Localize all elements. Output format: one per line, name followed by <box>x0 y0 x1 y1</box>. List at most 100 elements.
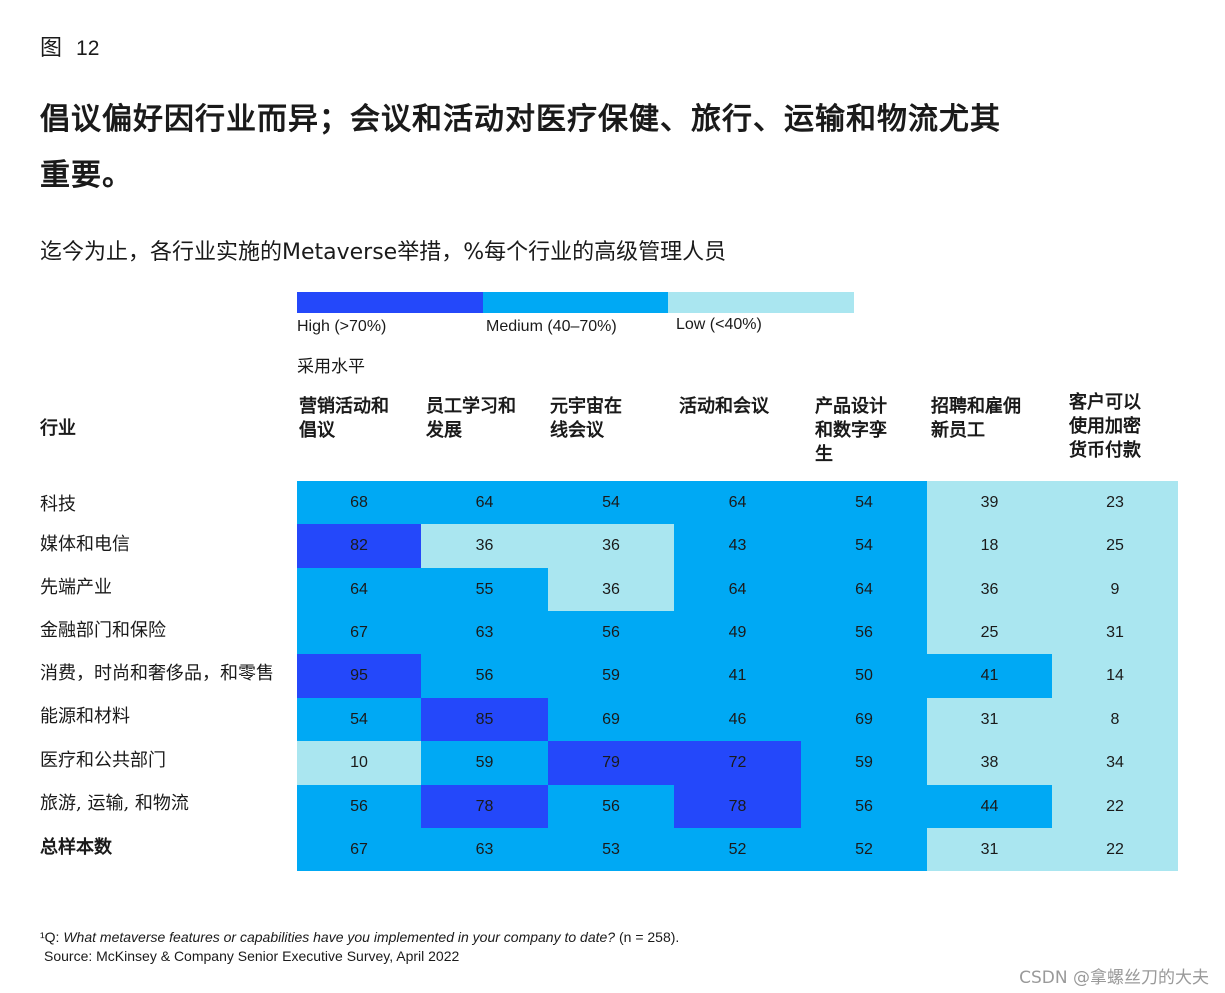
column-header-line: 货币付款 <box>1069 440 1141 461</box>
heatmap-cell: 36 <box>548 568 674 611</box>
heatmap-cell: 10 <box>297 741 421 785</box>
heatmap-cell: 56 <box>297 785 421 828</box>
heatmap-cell: 34 <box>1052 741 1178 785</box>
heatmap-cell: 22 <box>1052 785 1178 828</box>
heatmap-cell: 63 <box>421 611 548 654</box>
heatmap-cell: 38 <box>927 741 1052 785</box>
column-header-line: 客户可以 <box>1069 392 1141 413</box>
figure-number: 12 <box>76 37 100 60</box>
heatmap-cell: 69 <box>801 698 927 741</box>
column-header-line: 线会议 <box>550 420 604 441</box>
heatmap-cell: 72 <box>674 741 801 785</box>
heatmap-cell: 59 <box>548 654 674 698</box>
heatmap-cell: 78 <box>421 785 548 828</box>
column-header-1: 员工学习和 发展 <box>426 395 550 443</box>
heatmap-cell: 49 <box>674 611 801 654</box>
column-header-line: 新员工 <box>931 420 985 441</box>
footnote-question: What metaverse features or capabilities … <box>63 929 616 945</box>
heatmap-cell: 9 <box>1052 568 1178 611</box>
legend-label-high: High (>70%) <box>297 318 387 335</box>
heatmap-cell: 67 <box>297 828 421 871</box>
column-header-line: 产品设计 <box>815 396 887 417</box>
chart-title-line-2: 重要。 <box>40 158 133 193</box>
chart-title-line-1: 倡议偏好因行业而异；会议和活动对医疗保健、旅行、运输和物流尤其 <box>40 102 1001 137</box>
legend-label-low: Low (<40%) <box>676 316 762 333</box>
heatmap-cell: 39 <box>927 481 1052 524</box>
legend-swatch-low <box>668 292 854 313</box>
heatmap-cell: 64 <box>674 568 801 611</box>
legend-label-medium: Medium (40–70%) <box>486 318 617 335</box>
column-header-4: 产品设计 和数字孪生 <box>815 395 939 467</box>
footnote-n: (n = 258). <box>615 929 680 945</box>
heatmap-cell: 68 <box>297 481 421 524</box>
heatmap-cell: 50 <box>801 654 927 698</box>
row-label: 总样本数 <box>40 837 112 858</box>
heatmap-cell: 36 <box>421 524 548 568</box>
chart-subtitle: 迄今为止，各行业实施的Metaverse举措，%每个行业的高级管理人员 <box>40 240 727 265</box>
heatmap-cell: 23 <box>1052 481 1178 524</box>
heatmap-cell: 56 <box>548 611 674 654</box>
heatmap-cell: 55 <box>421 568 548 611</box>
row-label: 医疗和公共部门 <box>40 750 166 771</box>
heatmap-cell: 63 <box>421 828 548 871</box>
heatmap-cell: 18 <box>927 524 1052 568</box>
heatmap-cell: 25 <box>1052 524 1178 568</box>
row-label: 媒体和电信 <box>40 534 130 555</box>
heatmap-cell: 56 <box>421 654 548 698</box>
watermark: CSDN @拿螺丝刀的大夫 <box>1019 968 1209 988</box>
heatmap-cell: 52 <box>674 828 801 871</box>
heatmap-cell: 31 <box>1052 611 1178 654</box>
column-header-line: 活动和会议 <box>679 396 769 417</box>
heatmap-cell: 85 <box>421 698 548 741</box>
column-header-line: 营销活动和 <box>299 396 389 417</box>
heatmap-cell: 82 <box>297 524 421 568</box>
heatmap-cell: 53 <box>548 828 674 871</box>
legend-title: 采用水平 <box>297 357 365 377</box>
heatmap-cell: 41 <box>674 654 801 698</box>
heatmap-cell: 56 <box>801 611 927 654</box>
column-header-6: 客户可以使用加密货币付款 <box>1069 391 1193 463</box>
row-label: 科技 <box>40 494 76 515</box>
heatmap-cell: 54 <box>297 698 421 741</box>
heatmap-cell: 52 <box>801 828 927 871</box>
heatmap-cell: 59 <box>421 741 548 785</box>
column-header-5: 招聘和雇佣 新员工 <box>931 395 1055 443</box>
heatmap-cell: 43 <box>674 524 801 568</box>
row-label: 先端产业 <box>40 577 112 598</box>
column-header-line: 生 <box>815 444 833 465</box>
row-label: 旅游, 运输, 和物流 <box>40 793 189 814</box>
heatmap-cell: 36 <box>927 568 1052 611</box>
column-header-line: 和数字孪 <box>815 420 887 441</box>
heatmap-cell: 54 <box>801 481 927 524</box>
column-header-line: 员工学习和 <box>426 396 516 417</box>
heatmap-cell: 56 <box>548 785 674 828</box>
legend-swatch-medium <box>483 292 668 313</box>
heatmap-cell: 64 <box>674 481 801 524</box>
heatmap-cell: 79 <box>548 741 674 785</box>
heatmap-cell: 22 <box>1052 828 1178 871</box>
row-label: 能源和材料 <box>40 706 130 727</box>
row-header: 行业 <box>40 418 76 439</box>
heatmap-cell: 56 <box>801 785 927 828</box>
heatmap-cell: 78 <box>674 785 801 828</box>
heatmap-cell: 64 <box>297 568 421 611</box>
heatmap-cell: 64 <box>421 481 548 524</box>
heatmap-cell: 41 <box>927 654 1052 698</box>
heatmap-cell: 44 <box>927 785 1052 828</box>
heatmap-cell: 36 <box>548 524 674 568</box>
row-label: 金融部门和保险 <box>40 620 166 641</box>
heatmap-cell: 8 <box>1052 698 1178 741</box>
heatmap-grid: 68 64 54 64 54 39 23 82 36 36 43 54 18 25 64 55 36 64 64 36… <box>297 481 1178 871</box>
heatmap-cell: 54 <box>548 481 674 524</box>
column-header-line: 使用加密 <box>1069 416 1141 437</box>
heatmap-cell: 46 <box>674 698 801 741</box>
heatmap-cell: 64 <box>801 568 927 611</box>
heatmap-cell: 67 <box>297 611 421 654</box>
footnote: ¹Q: What metaverse features or capabilit… <box>40 929 679 945</box>
column-header-0: 营销活动和 倡议 <box>299 395 423 443</box>
heatmap-cell: 14 <box>1052 654 1178 698</box>
heatmap-cell: 54 <box>801 524 927 568</box>
column-header-2: 元宇宙在 线会议 <box>550 395 674 443</box>
heatmap-cell: 25 <box>927 611 1052 654</box>
figure-label-text: 图 <box>40 36 63 61</box>
